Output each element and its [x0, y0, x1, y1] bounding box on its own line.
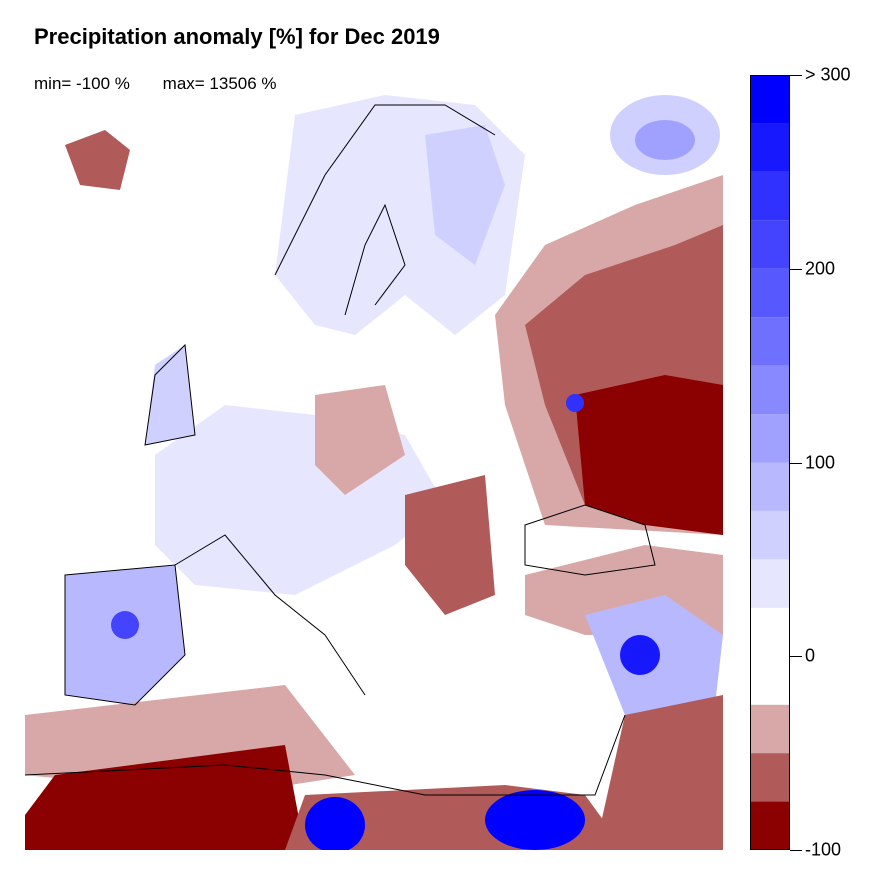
colorbar-bin [750, 462, 790, 511]
field-libya-blue [305, 797, 365, 850]
colorbar-bin [750, 75, 790, 124]
field-uk-blue [145, 345, 195, 445]
field-central-blue [155, 405, 445, 595]
colorbar-bin [750, 220, 790, 269]
field-finland-blue [425, 125, 505, 265]
colorbar-bin [750, 753, 790, 802]
min-value: min= -100 % [34, 74, 130, 93]
field-moscow-blue [566, 394, 584, 412]
colorbar [750, 75, 790, 850]
colorbar-bin [750, 801, 790, 850]
field-iceland [65, 130, 130, 190]
colorbar-bin [750, 414, 790, 463]
colorbar-bin [750, 607, 790, 705]
min-max-readout: min= -100 % max= 13506 % [34, 74, 305, 94]
europe-anomaly-map [25, 95, 723, 850]
colorbar-bin [750, 704, 790, 754]
colorbar-label: -100 [805, 839, 842, 860]
anomaly-fields [25, 95, 723, 850]
colorbar-label: > 300 [805, 64, 851, 85]
colorbar-label: 100 [805, 452, 836, 472]
field-egypt-blue [485, 790, 585, 850]
colorbar-bin [750, 365, 790, 415]
colorbar-tick [790, 462, 802, 464]
colorbar-bin [750, 317, 790, 366]
colorbar-bin [750, 559, 790, 608]
field-east-darkred [575, 375, 723, 535]
coastlines-borders [25, 104, 656, 796]
colorbar-label: 200 [805, 258, 836, 279]
colorbar-bin [750, 171, 790, 221]
colorbar-tick [790, 268, 802, 270]
colorbar-label: 0 [805, 645, 816, 666]
colorbar-tick [790, 850, 802, 851]
field-arabia-red [595, 695, 723, 850]
colorbar-bin [750, 123, 790, 172]
field-levant-core [620, 635, 660, 675]
field-iberia-core [111, 611, 139, 639]
colorbar-tick [790, 75, 802, 76]
colorbar-frame [750, 75, 790, 850]
colorbar-bin [750, 268, 790, 318]
max-value: max= 13506 % [162, 74, 277, 93]
colorbar-tick [790, 656, 802, 658]
map-title: Precipitation anomaly [%] for Dec 2019 [34, 24, 440, 49]
field-central-red [315, 385, 405, 495]
field-balkans-red [405, 475, 495, 615]
field-barents-core [635, 120, 695, 160]
colorbar-bin [750, 510, 790, 560]
